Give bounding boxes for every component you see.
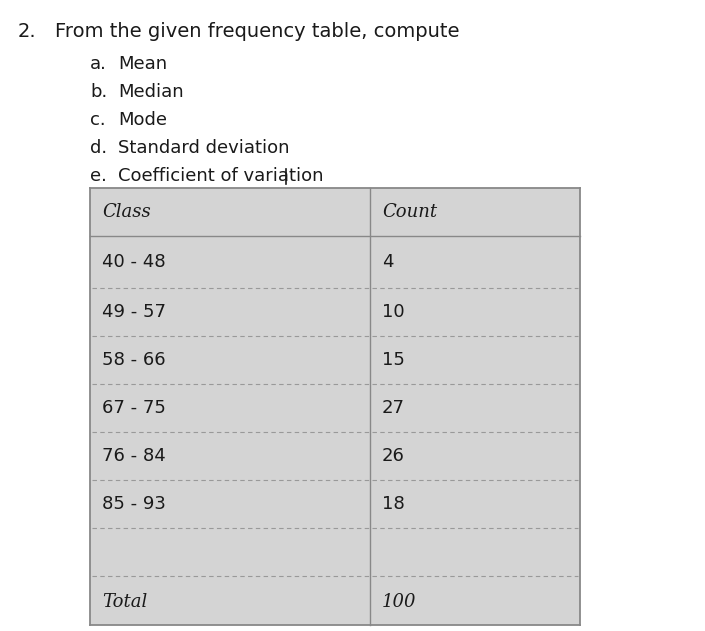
Text: 49 - 57: 49 - 57 [102,303,166,321]
Text: Coefficient of variation: Coefficient of variation [118,167,324,185]
Text: 2.: 2. [18,22,37,41]
Text: 4: 4 [382,253,393,271]
Text: 27: 27 [382,399,405,417]
Text: 26: 26 [382,447,405,465]
Text: Mean: Mean [118,55,167,73]
Text: Count: Count [382,203,437,221]
Text: c.: c. [90,111,106,129]
Text: 40 - 48: 40 - 48 [102,253,166,271]
Text: d.: d. [90,139,107,157]
Text: 85 - 93: 85 - 93 [102,495,166,513]
Bar [90,188,580,625]
Text: 67 - 75: 67 - 75 [102,399,166,417]
Text: Mode: Mode [118,111,167,129]
Text: 76 - 84: 76 - 84 [102,447,166,465]
Text: Standard deviation: Standard deviation [118,139,290,157]
Text: 58 - 66: 58 - 66 [102,351,166,369]
Text: Class: Class [102,203,151,221]
Text: Median: Median [118,83,183,101]
Text: From the given frequency table, compute: From the given frequency table, compute [55,22,460,41]
Text: a.: a. [90,55,107,73]
Text: b.: b. [90,83,107,101]
Text: 15: 15 [382,351,405,369]
Text: 100: 100 [382,593,417,611]
Text: e.: e. [90,167,107,185]
Text: Total: Total [102,593,147,611]
Text: 10: 10 [382,303,405,321]
Text: 18: 18 [382,495,405,513]
